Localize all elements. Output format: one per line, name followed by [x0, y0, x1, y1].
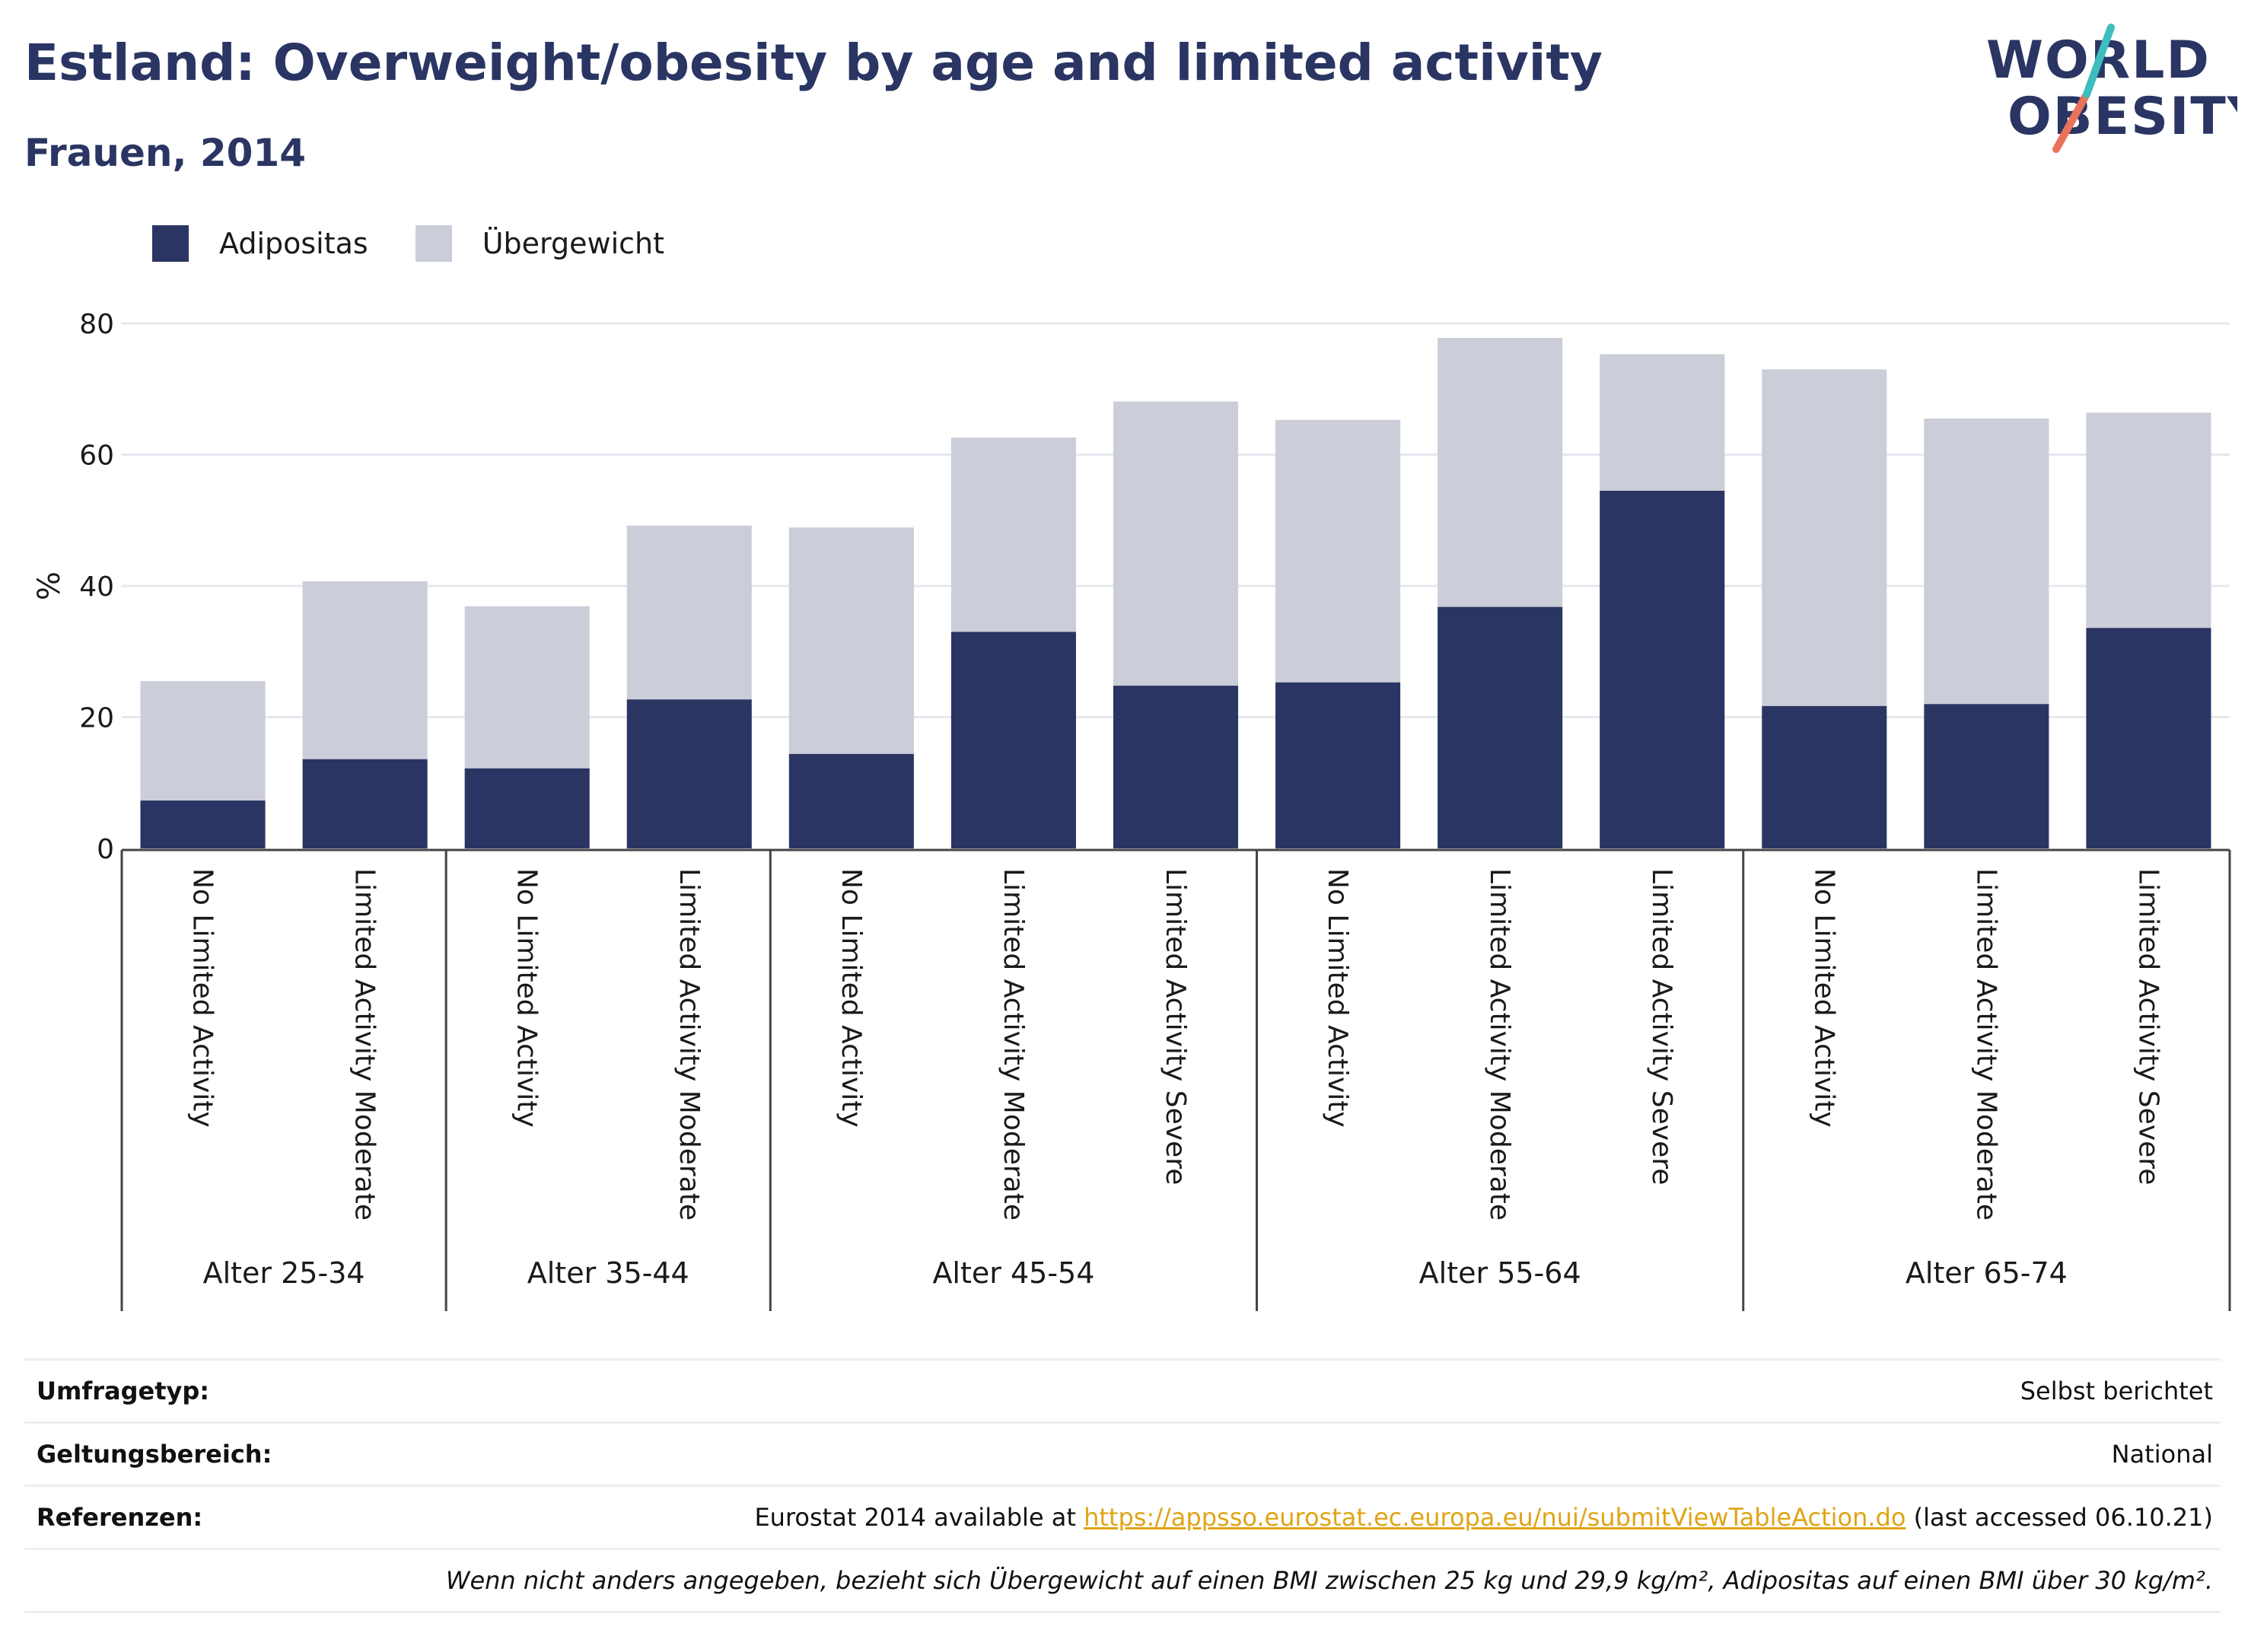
- info-row-scope: Geltungsbereich: National: [24, 1421, 2221, 1485]
- legend-swatch-overweight: [415, 225, 452, 262]
- bar-overweight: [464, 606, 590, 769]
- x-category-label: Limited Activity Severe: [1160, 868, 1191, 1185]
- legend-item-obesity: Adipositas: [152, 225, 368, 262]
- chart-legend: Adipositas Übergewicht: [152, 225, 712, 262]
- bar-overweight: [626, 525, 752, 700]
- info-row-survey-type: Umfragetyp: Selbst berichtet: [24, 1358, 2221, 1421]
- x-category-label: Limited Activity Moderate: [673, 868, 705, 1221]
- y-tick-label: 60: [79, 441, 114, 472]
- info-table: Umfragetyp: Selbst berichtet Geltungsber…: [24, 1358, 2221, 1613]
- y-tick-label: 0: [97, 834, 114, 865]
- bar-obesity: [1762, 705, 1887, 848]
- bar-obesity: [302, 759, 428, 848]
- x-group-label: Alter 35-44: [527, 1256, 689, 1290]
- definition-note: Wenn nicht anders angegeben, bezieht sic…: [445, 1566, 2213, 1595]
- references-suffix: (last accessed 06.10.21): [1906, 1503, 2213, 1532]
- legend-label-obesity: Adipositas: [219, 227, 368, 260]
- bar-overweight: [1113, 401, 1239, 686]
- bar-obesity: [626, 699, 752, 848]
- y-tick-label: 80: [79, 309, 114, 340]
- bar-obesity: [140, 801, 266, 848]
- bar-overweight: [1762, 369, 1887, 706]
- info-row-references: Referenzen: Eurostat 2014 available at h…: [24, 1485, 2221, 1548]
- y-tick-label: 40: [79, 571, 114, 603]
- x-group-label: Alter 45-54: [932, 1256, 1094, 1290]
- info-row-note: Wenn nicht anders angegeben, bezieht sic…: [24, 1548, 2221, 1613]
- x-category-label: No Limited Activity: [187, 868, 218, 1128]
- x-category-label: Limited Activity Severe: [2132, 868, 2163, 1185]
- bar-overweight: [1275, 419, 1401, 683]
- x-category-label: No Limited Activity: [1322, 868, 1353, 1128]
- scope-value: National: [2111, 1440, 2213, 1469]
- x-category-label: Limited Activity Moderate: [998, 868, 1029, 1221]
- bar-overweight: [302, 581, 428, 759]
- scope-label: Geltungsbereich:: [37, 1440, 272, 1469]
- bar-obesity: [1924, 704, 2049, 848]
- bar-obesity: [788, 753, 914, 848]
- x-category-label: No Limited Activity: [1808, 868, 1839, 1128]
- x-group-label: Alter 55-64: [1419, 1256, 1581, 1290]
- survey-type-label: Umfragetyp:: [37, 1377, 210, 1405]
- x-group-label: Alter 25-34: [203, 1256, 365, 1290]
- logo-text-line2: OBESITY: [2007, 87, 2237, 147]
- survey-type-value: Selbst berichtet: [2020, 1377, 2213, 1405]
- y-axis-label: %: [32, 571, 67, 600]
- bar-obesity: [1113, 686, 1239, 848]
- references-label: Referenzen:: [37, 1503, 203, 1532]
- bar-overweight: [1924, 419, 2049, 705]
- x-category-label: Limited Activity Moderate: [1484, 868, 1515, 1221]
- legend-label-overweight: Übergewicht: [482, 227, 664, 260]
- bar-overweight: [1438, 337, 1563, 607]
- x-category-label: No Limited Activity: [511, 868, 543, 1128]
- world-obesity-logo: WORLD OBESITY: [1986, 24, 2237, 153]
- bar-obesity: [1600, 490, 1725, 848]
- bar-overweight: [1600, 354, 1725, 491]
- bar-overweight: [950, 438, 1076, 632]
- bar-obesity: [950, 632, 1076, 848]
- y-tick-label: 20: [79, 703, 114, 734]
- bar-obesity: [2086, 628, 2211, 848]
- references-link[interactable]: https://appsso.eurostat.ec.europa.eu/nui…: [1084, 1503, 1906, 1532]
- references-value: Eurostat 2014 available at https://appss…: [754, 1503, 2221, 1532]
- x-category-label: No Limited Activity: [836, 868, 867, 1128]
- bar-overweight: [788, 527, 914, 754]
- x-category-label: Limited Activity Severe: [1646, 868, 1677, 1185]
- bar-chart: 0 20 40 60 80% No Limited Activity Limited Act…: [32, 309, 2231, 1311]
- legend-swatch-obesity: [152, 225, 189, 262]
- x-group-label: Alter 65-74: [1906, 1256, 2068, 1290]
- references-prefix: Eurostat 2014 available at: [754, 1503, 1084, 1532]
- bar-obesity: [464, 768, 590, 848]
- bar-obesity: [1275, 682, 1401, 848]
- logo-slash-teal: [2083, 24, 2115, 98]
- bar-obesity: [1438, 606, 1563, 848]
- bar-overweight: [2086, 412, 2211, 629]
- legend-item-overweight: Übergewicht: [415, 225, 664, 262]
- x-category-label: Limited Activity Moderate: [1970, 868, 2001, 1221]
- chart-subtitle: Frauen, 2014: [24, 131, 307, 175]
- logo-slash-coral: [2052, 91, 2090, 153]
- x-category-label: Limited Activity Moderate: [349, 868, 380, 1221]
- bar-overweight: [140, 681, 266, 801]
- chart-title: Estland: Overweight/obesity by age and l…: [24, 33, 1603, 92]
